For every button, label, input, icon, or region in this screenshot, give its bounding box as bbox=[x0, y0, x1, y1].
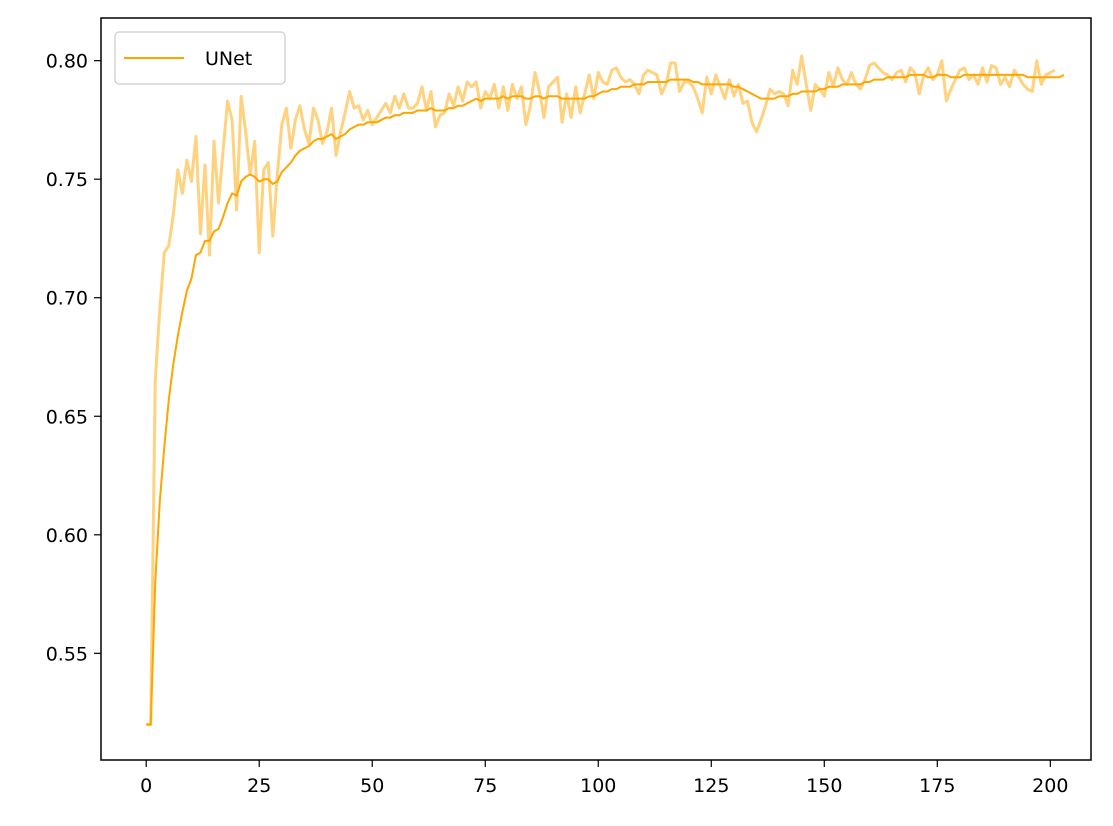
x-tick-label: 175 bbox=[919, 775, 955, 797]
y-tick-label: 0.55 bbox=[46, 643, 88, 665]
x-tick-label: 0 bbox=[140, 775, 152, 797]
y-tick-label: 0.75 bbox=[46, 169, 88, 191]
x-tick-label: 200 bbox=[1032, 775, 1068, 797]
series-line-unet-raw bbox=[146, 54, 1056, 726]
y-tick-label: 0.60 bbox=[46, 525, 88, 547]
x-tick-label: 150 bbox=[806, 775, 842, 797]
y-tick-label: 0.80 bbox=[46, 51, 88, 73]
x-tick-label: 25 bbox=[247, 775, 271, 797]
legend-label-unet: UNet bbox=[205, 48, 252, 70]
series-line-unet-smoothed bbox=[146, 73, 1065, 726]
axes-frame bbox=[100, 17, 1092, 761]
legend-box bbox=[114, 31, 286, 85]
legend: UNet bbox=[114, 31, 286, 85]
x-tick-label: 75 bbox=[473, 775, 497, 797]
x-tick-label: 125 bbox=[693, 775, 729, 797]
y-tick-label: 0.65 bbox=[46, 406, 88, 428]
x-tick-label: 100 bbox=[580, 775, 616, 797]
plot-area bbox=[101, 18, 1091, 760]
series-layer bbox=[146, 54, 1065, 726]
ticks-layer: 0 25 50 75 100 125 150 175 200 0.55 0.60 0.65 0.70 0.… bbox=[46, 51, 1069, 797]
y-tick-label: 0.70 bbox=[46, 288, 88, 310]
x-tick-label: 50 bbox=[360, 775, 384, 797]
